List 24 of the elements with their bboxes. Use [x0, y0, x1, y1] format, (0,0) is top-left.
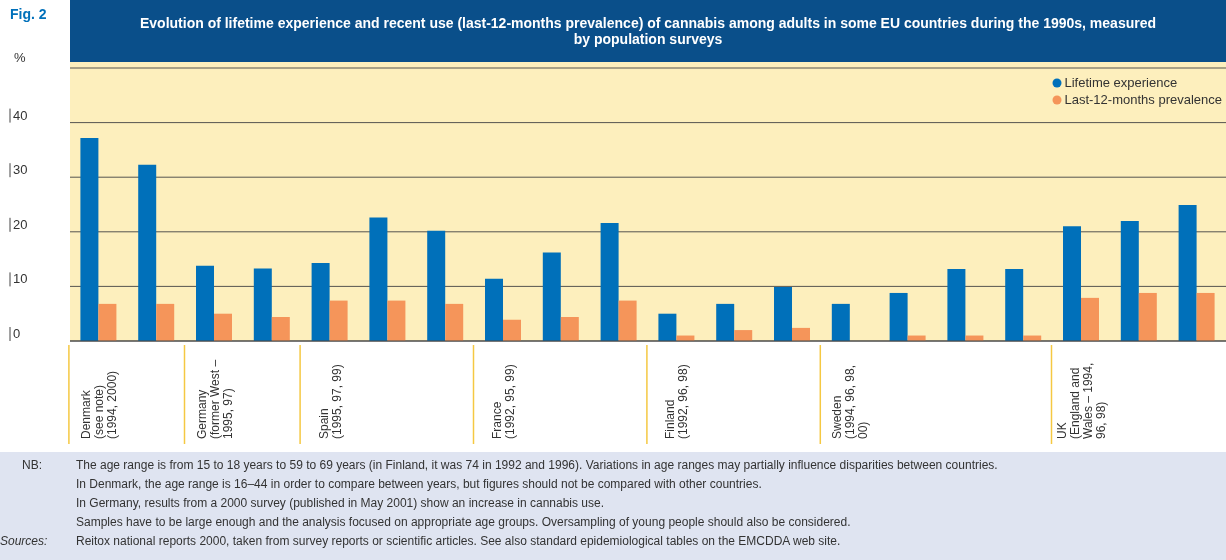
x-tick-label: Germany (former West – 1995, 97)	[194, 359, 235, 439]
x-tick-label: Denmark (see note) (1994, 2000)	[78, 370, 119, 439]
source-note: Sources:	[0, 533, 49, 550]
caption: Fig. 2	[10, 6, 47, 22]
text: Reitox national reports 2000, taken from survey reports or scientific articles. See also standard epidemiological tables on the EMCDDA web site.	[76, 533, 842, 550]
text: The age range is from 15 to 18 years to 59 to 69 years (in Finland, it was 74 in 1992 and 1996). Variations in age ranges may partially influence disparities between countries.	[76, 457, 999, 474]
text: In Denmark, the age range is 16–44 in order to compare between years, but figures should not be compared with other countries.	[76, 476, 763, 493]
legend-label: Last-12-months prevalence	[1064, 91, 1222, 108]
text: NB:	[21, 457, 43, 474]
y-tick-label: 30	[13, 162, 28, 178]
y-tick-label: 0	[13, 326, 21, 341]
x-tick-label: Spain (1995, 97, 99)	[316, 364, 344, 439]
text: In Germany, results from a 2000 survey (published in May 2001) show an increase in cannabis use.	[76, 495, 606, 512]
y-tick-label: 40	[13, 107, 28, 123]
legend-label: Lifetime experience	[1064, 74, 1178, 91]
chart-title: Evolution of lifetime experience and recent use (last-12-months prevalence) of cannabis among adults in some EU countries during the 1990s, measured by population surveys	[138, 15, 1157, 47]
x-tick-label: France (1992, 95, 99)	[490, 364, 517, 439]
x-tick-label: Sweden (1994, 96, 98, 00)	[830, 364, 871, 439]
y-tick-label: 10	[13, 271, 28, 287]
x-tick-label: UK (England and Wales – 1994, 96, 98)	[1055, 362, 1108, 439]
y-axis-title: %	[14, 50, 26, 65]
y-tick-label: 20	[13, 216, 28, 232]
x-tick-label: Finland (1992, 96, 98)	[663, 364, 691, 439]
text: Samples have to be large enough and the analysis focused on appropriate age groups. Oversampling of young people should also be considered.	[76, 514, 852, 531]
